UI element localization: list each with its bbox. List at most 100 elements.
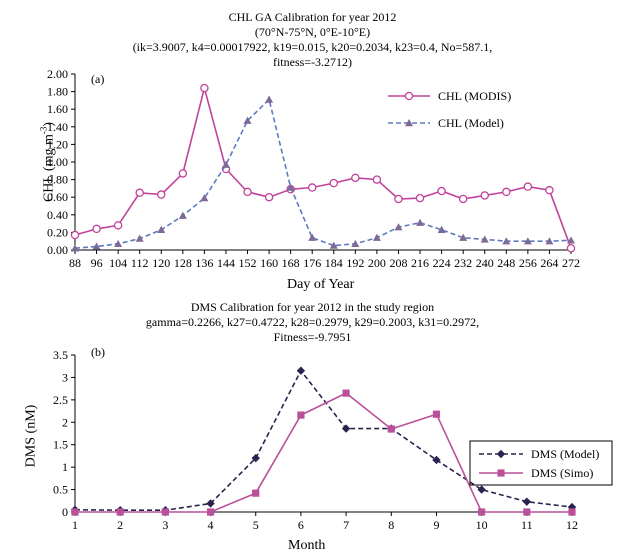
- chart-a-x-tick-label-8: 152: [239, 256, 257, 270]
- chart-a-x-tick-label-6: 136: [195, 256, 213, 270]
- chart-b-dms-model-legend-point-0: [496, 449, 506, 459]
- chart-a-y-tick-label-2: 0.40: [47, 208, 68, 222]
- chart-a-chl-modis-point-3: [135, 188, 144, 198]
- chart-b-x-tick-label-7: 8: [388, 518, 394, 532]
- chart-a-chl-model-point-0: [71, 244, 79, 252]
- chart-a-title: CHL GA Calibration for year 2012: [228, 10, 397, 24]
- chart-b-x-tick-label-8: 9: [433, 518, 439, 532]
- chart-a-chl-model-point-10: [286, 183, 295, 191]
- chart-b-x-tick-label-9: 10: [476, 518, 488, 532]
- chart-b-x-tick-label-0: 1: [72, 518, 78, 532]
- chart-b-dms-model-point-10: [522, 497, 532, 506]
- chart-a-chl-model-point-16: [416, 218, 425, 226]
- chart-b-parameters: gamma=0.2266, k27=0.4722, k28=0.2979, k2…: [145, 315, 480, 329]
- chart-b-dms-simo-point-7: [387, 425, 395, 433]
- chart-b-dms-simo-point-0: [71, 508, 79, 516]
- chart-a-y-tick-label-0: 0.00: [47, 243, 68, 257]
- chart-b-x-tick-label-2: 3: [162, 518, 168, 532]
- chart-a-chl-modis-point-18: [458, 194, 468, 204]
- chart-a-y-tick-label-8: 1.60: [47, 102, 68, 116]
- chart-a-chl-modis-point-15: [394, 194, 403, 204]
- chart-a-chl-modis-point-22: [545, 185, 554, 195]
- chart-a-chl-model-point-4: [157, 225, 166, 233]
- chart-a-y-tick-label-6: 1.20: [47, 137, 68, 151]
- chart-b-x-tick-label-5: 6: [298, 518, 304, 532]
- chart-b-x-tick-label-6: 7: [343, 518, 349, 532]
- chart-a-x-tick-label-10: 168: [282, 256, 300, 270]
- chart-a-y-tick-label-5: 1.00: [47, 155, 68, 169]
- chart-a-chl-model-point-7: [221, 160, 230, 168]
- chart-a-chl-model-point-12: [329, 241, 338, 249]
- chart-a-chl-model-point-9: [265, 95, 274, 103]
- chart-b-y-tick-label-0: 0: [62, 505, 68, 519]
- chart-a-y-tick-label-7: 1.40: [47, 120, 68, 134]
- chart-a-chl-modis-point-19: [480, 191, 489, 200]
- chart-a-chl-modis-point-1: [92, 224, 101, 234]
- chart-a-x-tick-label-16: 216: [411, 256, 429, 270]
- chart-a-chl-model-point-18: [459, 233, 468, 241]
- chart-a-chl-modis-point-0: [70, 230, 80, 240]
- chart-a-x-tick-label-15: 208: [389, 256, 407, 270]
- chart-a-chl-modis-point-21: [523, 182, 533, 191]
- chart-a-chl-model-point-13: [351, 239, 360, 248]
- chart-a-chl-model-point-15: [394, 223, 403, 231]
- chart-a-x-tick-label-7: 144: [217, 256, 235, 270]
- chart-b-dms-model-point-6: [341, 424, 351, 433]
- chart-a-chl-modis-point-13: [351, 173, 360, 183]
- chart-a-chl-modis-point-12: [329, 178, 339, 188]
- chart-a-x-tick-label-1: 96: [91, 256, 103, 270]
- chart-b-y-tick-label-7: 3.5: [53, 348, 68, 362]
- chart-a-chl-modis-legend-point-0: [404, 91, 414, 101]
- chart-b-x-axis-title: Month: [288, 538, 326, 553]
- chart-a-chl-model-point-2: [114, 239, 123, 248]
- chart-b-y-tick-label-3: 1.5: [53, 438, 68, 452]
- chart-b-dms-simo-point-1: [116, 508, 124, 516]
- chart-a-chl-modis-point-9: [264, 192, 274, 202]
- chart-b-dms-simo-point-6: [342, 389, 350, 397]
- chart-b-fitness: Fitness=-9.7951: [273, 330, 352, 344]
- chart-b-dms-simo-legend-point-0: [497, 469, 505, 477]
- chart-b-title: DMS Calibration for year 2012 in the stu…: [190, 300, 435, 314]
- chart-a-x-tick-label-11: 176: [303, 256, 321, 270]
- chart-a-chl-model-point-5: [178, 211, 187, 219]
- chart-b-dms-model-point-8: [432, 455, 441, 465]
- chart-a-x-axis-title: Day of Year: [287, 277, 355, 292]
- chart-a-chl-modis-point-4: [157, 190, 166, 199]
- chart-b-dms-simo-point-2: [161, 508, 169, 516]
- chart-b-dms-simo-point-4: [252, 489, 260, 497]
- chart-b-y-tick-label-5: 2.5: [53, 393, 68, 407]
- chart-a-x-tick-label-20: 248: [497, 256, 515, 270]
- chart-a-chl-model-point-22: [545, 237, 554, 245]
- chart-a-x-tick-label-2: 104: [109, 256, 127, 270]
- chart-a-chl-model-point-3: [135, 234, 144, 242]
- chart-b-y-tick-label-4: 2: [62, 415, 68, 429]
- chart-a-x-tick-label-9: 160: [260, 256, 278, 270]
- chart-b-series-dms-model-line: [74, 369, 573, 512]
- chart-a-y-tick-label-10: 2.00: [47, 67, 68, 81]
- chart-b-y-tick-label-2: 1: [62, 460, 68, 474]
- chart-a-chl-modis-point-14: [372, 175, 382, 184]
- chart-a-x-tick-label-21: 256: [519, 256, 537, 270]
- chart-b-y-tick-label-6: 3: [62, 370, 68, 384]
- chart-a-series-chl-model-legend-label: CHL (Model): [438, 116, 504, 130]
- chart-a-x-tick-label-4: 120: [152, 256, 170, 270]
- chart-a-chl-modis-point-8: [243, 187, 252, 197]
- chart-b-x-tick-label-11: 12: [566, 518, 578, 532]
- chart-a-x-tick-label-0: 88: [69, 256, 81, 270]
- chart-a-chl-modis-point-6: [200, 83, 209, 93]
- chart-a-chl-modis-point-17: [437, 186, 446, 196]
- chart-b-legend-box: [469, 440, 613, 486]
- chart-a-chl-model-point-20: [502, 237, 511, 245]
- chart-a-fitness: fitness=-3.2712): [272, 55, 353, 69]
- chart-a-y-tick-label-3: 0.60: [47, 190, 68, 204]
- chart-a-x-tick-label-19: 240: [476, 256, 494, 270]
- chart-a-chl-modis-point-16: [415, 193, 425, 203]
- chart-b-series-dms-simo-legend-label: DMS (Simo): [531, 466, 593, 480]
- chart-b-dms-model-point-5: [296, 366, 306, 375]
- chart-b-dms-simo-point-5: [297, 411, 305, 419]
- chart-a-series-chl-model-line: [74, 97, 572, 249]
- chart-a-x-tick-label-14: 200: [368, 256, 386, 270]
- chart-a-chl-model-point-19: [480, 235, 489, 243]
- chart-b-dms-simo-point-3: [206, 508, 215, 516]
